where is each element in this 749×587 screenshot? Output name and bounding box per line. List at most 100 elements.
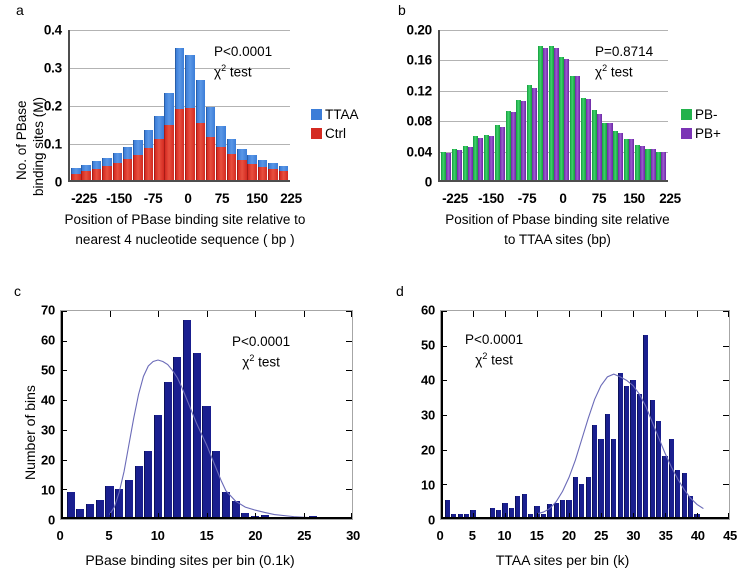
panel-a-xtick-0: -225 xyxy=(71,191,97,206)
legend-swatch-pb-minus xyxy=(681,109,692,121)
panel-a-stat: P<0.0001 χ2 test xyxy=(214,42,272,82)
histogram-bar xyxy=(553,503,559,519)
bar-segment-ttaa xyxy=(102,157,112,167)
bar-segment-ttaa xyxy=(257,159,268,167)
y-axis-line xyxy=(68,30,70,182)
histogram-bar xyxy=(598,438,604,519)
panel-b-stat-pvalue: P=0.8714 xyxy=(595,44,654,59)
panel-d-stat-test: χ2 test xyxy=(465,350,523,370)
histogram-bar xyxy=(153,415,163,519)
bar-column xyxy=(91,161,102,182)
x-tick-mark-top xyxy=(206,311,208,317)
panel-d-ytick-50: 50 xyxy=(420,337,435,353)
x-tick-mark-top xyxy=(505,311,506,317)
panel-c-test-word: test xyxy=(254,354,280,370)
panel-d-xlabel: TTAA sites per bin (k) xyxy=(495,552,630,568)
panel-a-ytick-1: 0.3 xyxy=(43,60,62,76)
bar-segment-ttaa xyxy=(81,164,91,171)
histogram-bar xyxy=(649,400,655,519)
panel-b-ytick-1: 0.16 xyxy=(406,52,433,68)
legend-swatch-pb-plus xyxy=(681,127,692,139)
y-tick-mark xyxy=(61,459,67,461)
bar-segment-ttaa xyxy=(205,106,216,138)
histogram-bar xyxy=(623,385,630,519)
panel-d-letter: d xyxy=(396,283,404,299)
y-tick-mark xyxy=(61,489,67,491)
x-axis-line xyxy=(438,180,668,182)
panel-b-ytick-2: 0.12 xyxy=(406,83,433,99)
y-tick-mark-right xyxy=(723,484,729,486)
y-tick-mark xyxy=(441,484,447,486)
bar-pb-plus xyxy=(575,75,581,182)
bar-segment-ttaa xyxy=(122,147,133,160)
panel-a-xtick-1: -150 xyxy=(106,191,132,206)
histogram-bar xyxy=(134,465,143,519)
histogram-bar xyxy=(76,508,85,519)
histogram-bar xyxy=(502,503,508,519)
bar-pb-minus xyxy=(494,125,500,182)
panel-a-xtick-2: -75 xyxy=(143,191,163,206)
y-tick-mark-right xyxy=(346,459,352,461)
legend-item-ctrl: Ctrl xyxy=(311,126,359,141)
bar-segment-ctrl xyxy=(185,107,195,182)
histogram-bar xyxy=(572,476,579,519)
bar-segment-ttaa xyxy=(278,166,289,172)
bar-pb-minus xyxy=(602,122,608,182)
histogram-bar xyxy=(694,513,700,519)
bar-pb-plus xyxy=(446,153,452,182)
bar-pb-minus xyxy=(559,57,565,182)
panel-a-xtick-4: 75 xyxy=(214,191,230,206)
x-tick-mark xyxy=(351,513,352,519)
bar-segment-ctrl xyxy=(143,147,154,182)
panel-d-xtick-30: 30 xyxy=(626,528,641,543)
bar-segment-ttaa xyxy=(91,161,102,169)
bar-segment-ctrl xyxy=(268,169,278,182)
histogram-bar xyxy=(457,513,463,519)
panel-d-xtick-20: 20 xyxy=(561,528,576,543)
y-tick-mark xyxy=(61,429,67,431)
histogram-bar xyxy=(95,499,104,519)
panel-b-xtick-3: 0 xyxy=(559,191,567,206)
bar-pb-plus xyxy=(564,58,570,182)
bar-pb-minus xyxy=(570,76,576,182)
bar-column xyxy=(195,80,206,182)
bar-segment-ctrl xyxy=(226,154,237,182)
x-axis-line xyxy=(441,517,729,519)
panel-b-chi: χ xyxy=(595,64,603,80)
bar-column xyxy=(112,153,123,182)
bar-column xyxy=(174,48,185,182)
bar-column xyxy=(71,168,81,182)
bar-column xyxy=(81,164,91,182)
panel-b: b 0.20 0.16 0.12 0.08 0.04 0 -225 -150 -… xyxy=(380,0,749,280)
panel-d-xtick-15: 15 xyxy=(529,528,544,543)
panel-a-chi: χ xyxy=(214,64,222,80)
panel-a-plot-area xyxy=(68,30,290,182)
x-tick-mark-top xyxy=(728,311,729,317)
histogram-bar xyxy=(675,470,681,519)
panel-a-chi-exp: 2 xyxy=(221,62,227,73)
bar-pb-minus xyxy=(656,152,662,182)
bar-pb-minus xyxy=(548,45,554,182)
legend-swatch-ctrl xyxy=(311,127,322,139)
panel-c-xtick-15: 15 xyxy=(199,528,214,543)
y-tick-mark-right xyxy=(723,345,729,347)
panel-a-xlabel-line2: nearest 4 nucleotide sequence ( bp ) xyxy=(75,232,295,247)
legend-item-pb-plus: PB+ xyxy=(681,126,721,141)
panel-d-stat-pvalue: P<0.0001 xyxy=(465,332,524,347)
panel-b-letter: b xyxy=(398,2,406,18)
x-tick-mark-top xyxy=(109,311,111,317)
bar-column xyxy=(216,125,226,182)
bar-pb-minus xyxy=(613,131,619,182)
x-tick-mark-top xyxy=(633,311,634,317)
panel-a-ylabel-line1: No. of PBase xyxy=(14,100,29,180)
x-tick-mark-top xyxy=(537,311,538,317)
normal-fit-curve xyxy=(109,359,314,519)
panel-c-ytick-10: 10 xyxy=(40,482,55,498)
x-axis-line xyxy=(68,180,290,182)
x-tick-mark xyxy=(569,513,570,519)
histogram-bar xyxy=(231,501,240,519)
y-tick-mark-right xyxy=(346,429,352,431)
y-tick-mark xyxy=(441,311,447,312)
y-tick-mark xyxy=(61,340,67,342)
panel-a-letter: a xyxy=(16,2,24,18)
